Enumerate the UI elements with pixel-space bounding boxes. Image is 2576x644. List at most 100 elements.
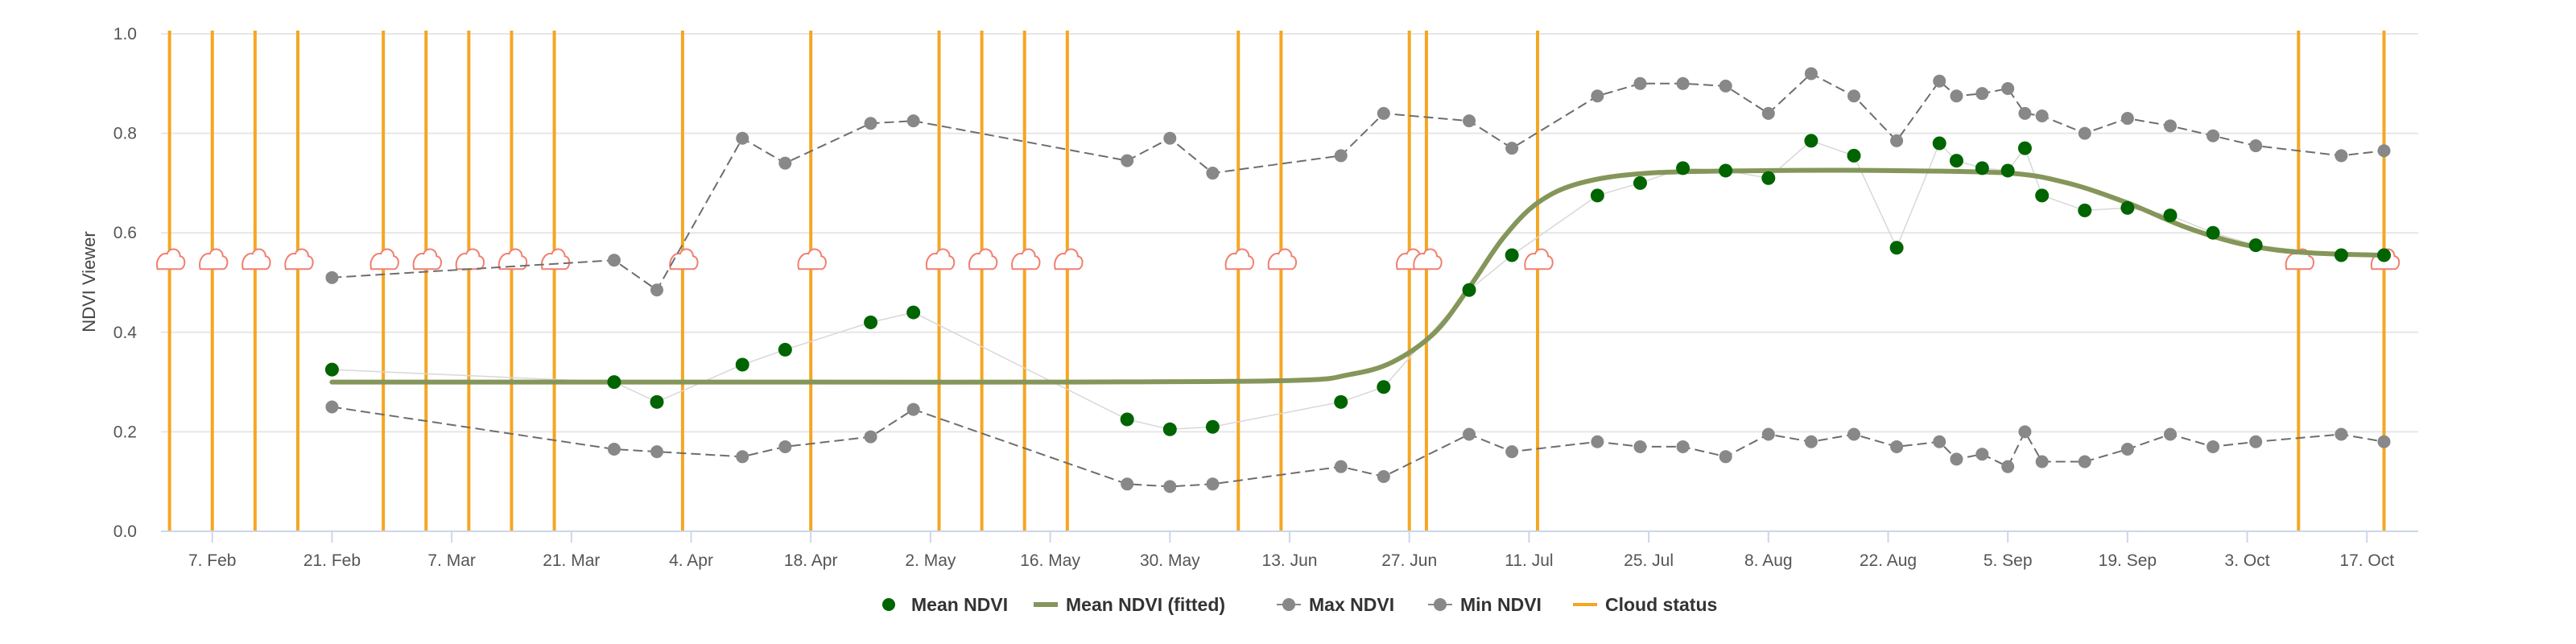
min-ndvi-point[interactable]	[2249, 435, 2263, 448]
min-ndvi-point[interactable]	[736, 450, 749, 464]
min-ndvi-point[interactable]	[325, 400, 339, 414]
mean-ndvi-point[interactable]	[324, 362, 339, 377]
max-ndvi-point[interactable]	[1975, 87, 1989, 101]
mean-ndvi-point[interactable]	[650, 394, 664, 409]
min-ndvi-point[interactable]	[1334, 460, 1348, 473]
mean-ndvi-point[interactable]	[1975, 161, 1989, 175]
mean-ndvi-point[interactable]	[1162, 422, 1177, 436]
mean-ndvi-point[interactable]	[2163, 208, 2178, 223]
mean-ndvi-point[interactable]	[1633, 175, 1647, 190]
max-ndvi-point[interactable]	[1761, 106, 1775, 120]
mean-ndvi-point[interactable]	[1889, 241, 1904, 255]
min-ndvi-point[interactable]	[1633, 440, 1647, 453]
mean-ndvi-point[interactable]	[1120, 412, 1134, 427]
max-ndvi-point[interactable]	[1890, 134, 1904, 147]
min-ndvi-point[interactable]	[1933, 435, 1946, 448]
max-ndvi-point[interactable]	[2249, 139, 2263, 153]
min-ndvi-point[interactable]	[1804, 435, 1818, 448]
max-ndvi-point[interactable]	[2035, 109, 2049, 122]
min-ndvi-point[interactable]	[1950, 452, 1963, 466]
min-ndvi-point[interactable]	[1206, 477, 1220, 491]
mean-ndvi-point[interactable]	[906, 305, 921, 320]
mean-ndvi-point[interactable]	[2377, 248, 2392, 262]
min-ndvi-point[interactable]	[650, 445, 664, 459]
min-ndvi-point[interactable]	[2078, 455, 2091, 469]
max-ndvi-point[interactable]	[1505, 142, 1519, 155]
legend-item[interactable]: Max NDVI	[1277, 594, 1394, 615]
max-ndvi-point[interactable]	[1591, 89, 1604, 103]
max-ndvi-point[interactable]	[1163, 131, 1177, 145]
min-ndvi-point[interactable]	[1121, 477, 1134, 491]
min-ndvi-point[interactable]	[1676, 440, 1690, 453]
max-ndvi-point[interactable]	[1804, 67, 1818, 80]
min-ndvi-point[interactable]	[1761, 427, 1775, 441]
max-ndvi-point[interactable]	[2120, 112, 2134, 126]
min-ndvi-point[interactable]	[2120, 443, 2134, 456]
mean-ndvi-point[interactable]	[1932, 136, 1946, 151]
min-ndvi-point[interactable]	[864, 430, 877, 444]
min-ndvi-point[interactable]	[1163, 480, 1177, 493]
max-ndvi-point[interactable]	[325, 270, 339, 284]
mean-ndvi-point[interactable]	[2017, 141, 2032, 155]
mean-ndvi-point[interactable]	[1804, 134, 1818, 148]
legend-item[interactable]: Mean NDVI	[882, 594, 1008, 615]
min-ndvi-point[interactable]	[1890, 440, 1904, 453]
min-ndvi-point[interactable]	[1505, 445, 1519, 459]
max-ndvi-point[interactable]	[1633, 76, 1647, 90]
mean-ndvi-point[interactable]	[1761, 171, 1776, 185]
legend[interactable]: Mean NDVI Mean NDVI (fitted) Max NDVI Min N…	[882, 594, 1717, 615]
mean-ndvi-point[interactable]	[1205, 419, 1220, 434]
mean-ndvi-point[interactable]	[2206, 225, 2220, 240]
max-ndvi-point[interactable]	[1676, 76, 1690, 90]
mean-ndvi-point[interactable]	[1462, 283, 1476, 297]
mean-ndvi-point[interactable]	[2035, 188, 2050, 203]
mean-ndvi-point[interactable]	[607, 375, 621, 390]
max-ndvi-point[interactable]	[607, 254, 621, 267]
mean-ndvi-point[interactable]	[1847, 148, 1861, 163]
min-ndvi-point[interactable]	[1719, 450, 1732, 464]
min-ndvi-point[interactable]	[607, 443, 621, 456]
min-ndvi-point[interactable]	[1591, 435, 1604, 448]
min-ndvi-point[interactable]	[2334, 427, 2348, 441]
min-ndvi-point[interactable]	[2163, 427, 2177, 441]
max-ndvi-point[interactable]	[1334, 149, 1348, 163]
max-ndvi-point[interactable]	[1206, 167, 1220, 180]
mean-ndvi-point[interactable]	[1949, 154, 1963, 168]
min-ndvi-point[interactable]	[1377, 470, 1390, 484]
min-ndvi-point[interactable]	[2001, 460, 2015, 473]
max-ndvi-point[interactable]	[1463, 114, 1476, 128]
max-ndvi-point[interactable]	[736, 131, 749, 145]
legend-item[interactable]: Cloud status	[1573, 594, 1717, 615]
min-ndvi-point[interactable]	[1847, 427, 1860, 441]
mean-ndvi-point[interactable]	[2334, 248, 2348, 262]
min-ndvi-point[interactable]	[906, 402, 920, 416]
max-ndvi-point[interactable]	[1719, 79, 1732, 93]
mean-ndvi-point[interactable]	[1590, 188, 1604, 203]
max-ndvi-point[interactable]	[2078, 126, 2091, 140]
mean-ndvi-point[interactable]	[2248, 238, 2263, 253]
mean-ndvi-point[interactable]	[1676, 161, 1690, 175]
mean-ndvi-point[interactable]	[2000, 163, 2015, 178]
mean-ndvi-point[interactable]	[778, 342, 792, 357]
min-ndvi-point[interactable]	[1975, 448, 1989, 461]
legend-item[interactable]: Min NDVI	[1428, 594, 1542, 615]
max-ndvi-point[interactable]	[1933, 74, 1946, 88]
max-ndvi-point[interactable]	[1950, 89, 1963, 103]
max-ndvi-point[interactable]	[1847, 89, 1860, 103]
min-ndvi-point[interactable]	[2377, 435, 2391, 448]
min-ndvi-point[interactable]	[778, 440, 792, 453]
max-ndvi-point[interactable]	[2334, 149, 2348, 163]
max-ndvi-point[interactable]	[906, 114, 920, 128]
min-ndvi-point[interactable]	[1463, 427, 1476, 441]
mean-ndvi-point[interactable]	[735, 357, 749, 372]
min-ndvi-point[interactable]	[2018, 425, 2032, 439]
min-ndvi-point[interactable]	[2035, 455, 2049, 469]
max-ndvi-point[interactable]	[1377, 106, 1390, 120]
max-ndvi-point[interactable]	[2018, 106, 2032, 120]
max-ndvi-point[interactable]	[778, 156, 792, 170]
mean-ndvi-point[interactable]	[2078, 203, 2092, 217]
mean-ndvi-point[interactable]	[1719, 163, 1733, 178]
mean-ndvi-point[interactable]	[1377, 380, 1391, 394]
max-ndvi-point[interactable]	[2163, 119, 2177, 133]
max-ndvi-point[interactable]	[2001, 81, 2015, 95]
